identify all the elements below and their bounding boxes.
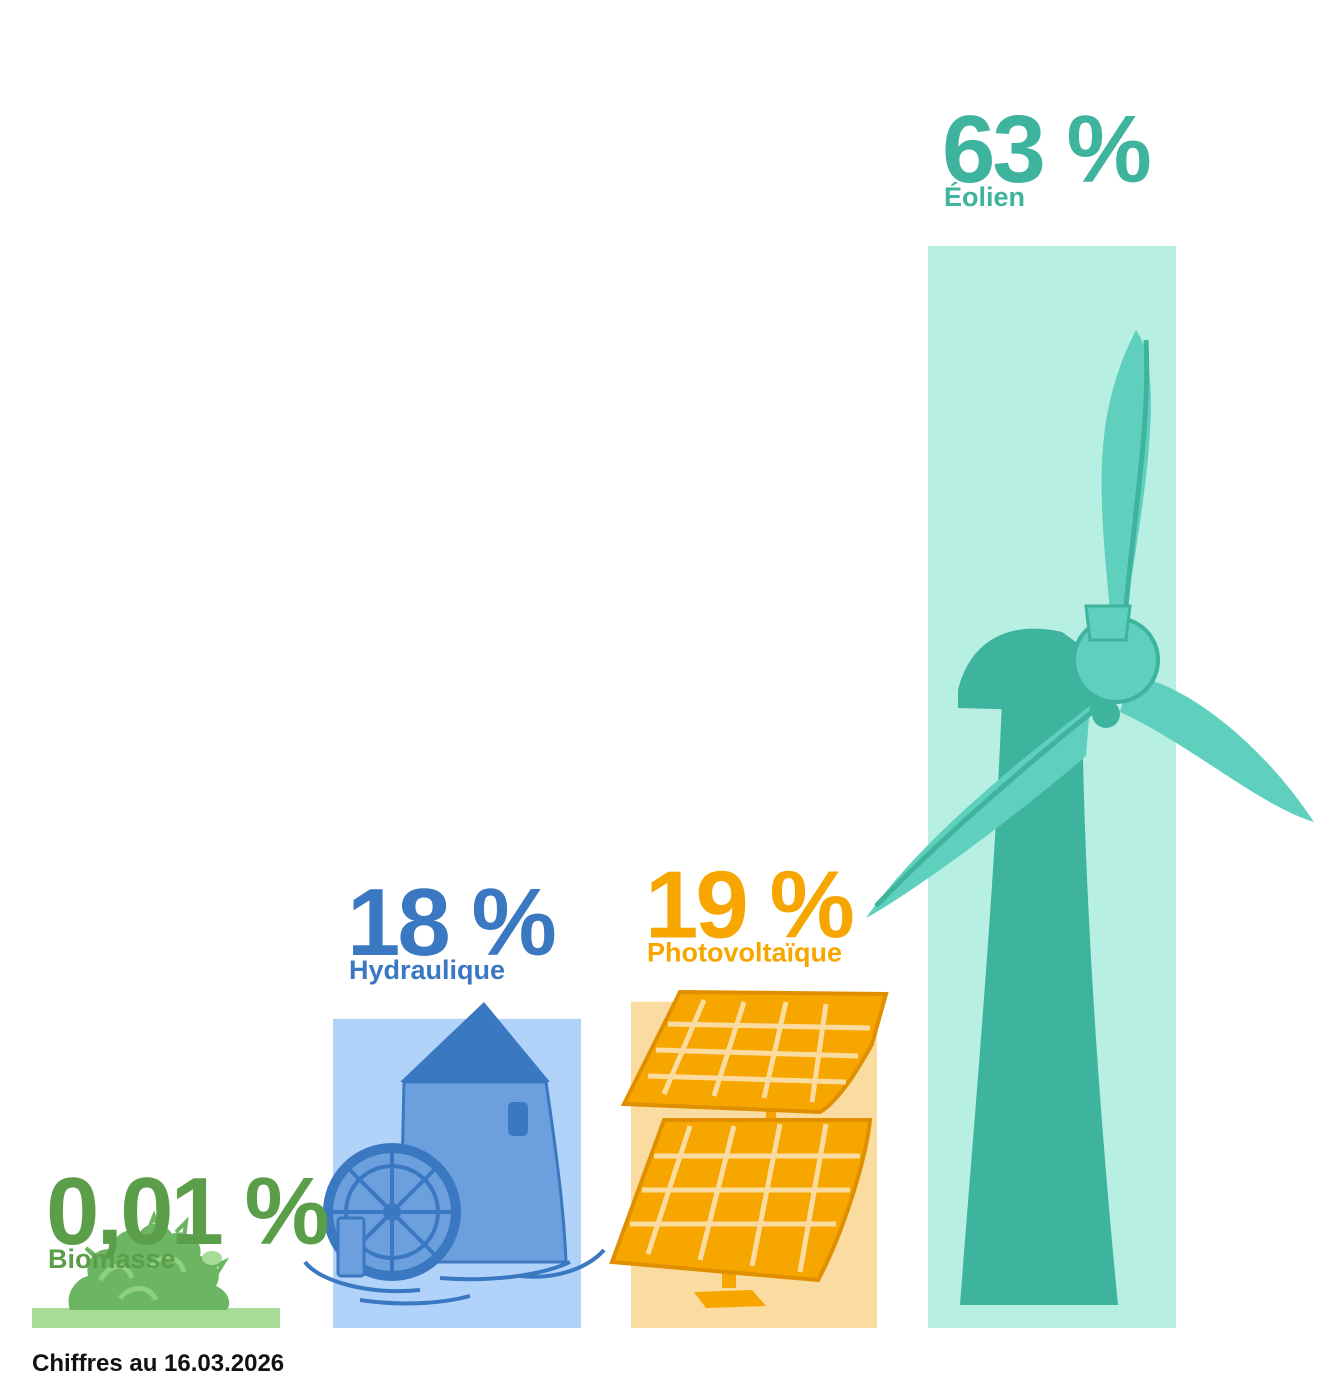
watermill-icon — [303, 1002, 606, 1306]
grass-bush-icon — [68, 1210, 230, 1310]
footnote: Chiffres au 16.03.2026 — [32, 1350, 285, 1377]
category-label-biomasse: Biomasse — [48, 1244, 176, 1274]
value-label-photovoltaique: 19 % — [645, 852, 852, 959]
category-label-eolien: Éolien — [944, 181, 1025, 212]
value-label-eolien: 63 % — [942, 96, 1149, 203]
bar-biomasse — [32, 1308, 280, 1328]
category-label-hydraulique: Hydraulique — [349, 955, 505, 985]
solar-panel-icon — [609, 989, 889, 1308]
value-label-biomasse: 0,01 % — [46, 1158, 328, 1265]
value-label-hydraulique: 18 % — [347, 869, 554, 976]
category-label-photovoltaique: Photovoltaïque — [647, 938, 842, 968]
wind-turbine-icon — [866, 330, 1314, 1305]
